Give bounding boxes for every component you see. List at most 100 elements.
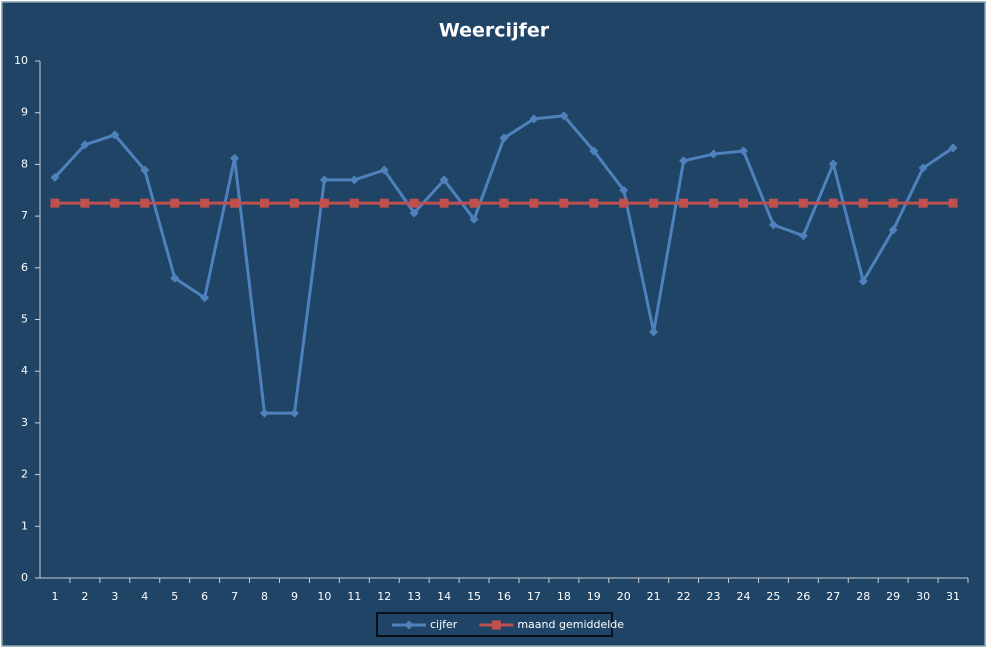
x-tick-label: 9 [291,590,298,603]
y-tick-label: 7 [21,209,28,222]
x-tick-label: 4 [141,590,148,603]
data-point [319,198,329,208]
data-point [439,198,449,208]
x-tick-label: 18 [557,590,571,603]
x-tick-label: 2 [81,590,88,603]
x-tick-label: 12 [377,590,391,603]
data-point [289,198,299,208]
data-point [798,231,808,241]
x-tick-label: 6 [201,590,208,603]
data-point [649,327,659,337]
data-point [709,198,719,208]
x-tick-label: 21 [647,590,661,603]
data-point [110,130,120,140]
data-point [379,198,389,208]
data-point [409,208,419,218]
data-point [649,198,659,208]
data-point [798,198,808,208]
data-point [349,175,359,185]
data-point [170,273,180,283]
x-tick-label: 11 [347,590,361,603]
y-tick-label: 1 [21,519,28,532]
x-tick-label: 23 [707,590,721,603]
data-point [828,198,838,208]
data-point [948,198,958,208]
data-point [499,198,509,208]
x-tick-label: 7 [231,590,238,603]
data-point [50,198,60,208]
x-tick-label: 10 [317,590,331,603]
y-tick-label: 2 [21,468,28,481]
data-point [828,159,838,169]
data-point [499,133,509,143]
data-point [170,198,180,208]
legend-label: maand gemiddelde [517,618,624,631]
data-point [948,143,958,153]
data-point [679,156,689,166]
x-tick-label: 13 [407,590,421,603]
data-point [200,198,210,208]
data-point [709,149,719,159]
chart-title: Weercijfer [439,20,550,42]
x-tick-label: 28 [856,590,870,603]
x-tick-label: 25 [766,590,780,603]
data-point [379,165,389,175]
data-point [738,198,748,208]
y-tick-label: 5 [21,313,28,326]
y-tick-label: 9 [21,106,28,119]
x-tick-label: 14 [437,590,451,603]
x-tick-label: 16 [497,590,511,603]
data-point [260,408,270,418]
y-tick-label: 6 [21,261,28,274]
data-point [888,225,898,235]
legend-label: cijfer [430,618,458,631]
data-point [230,153,240,163]
data-point [918,163,928,173]
x-tick-label: 15 [467,590,481,603]
data-point [319,175,329,185]
x-tick-label: 1 [51,590,58,603]
x-tick-label: 19 [587,590,601,603]
data-point [888,198,898,208]
x-tick-label: 3 [111,590,118,603]
data-point [529,114,539,124]
legend: cijfer maand gemiddelde [376,612,624,637]
data-point [469,198,479,208]
data-point [858,198,868,208]
y-tick-label: 3 [21,416,28,429]
data-point [469,214,479,224]
legend-marker [491,620,501,630]
data-point [768,220,778,230]
data-point [230,198,240,208]
y-tick-label: 4 [21,364,28,377]
data-point [80,140,90,150]
x-tick-label: 26 [796,590,810,603]
data-point [529,198,539,208]
data-point [260,198,270,208]
data-point [768,198,778,208]
x-tick-label: 17 [527,590,541,603]
data-point [858,276,868,286]
x-tick-label: 8 [261,590,268,603]
data-point [589,198,599,208]
data-point [589,146,599,156]
data-point [619,185,629,195]
data-point [439,175,449,185]
data-point [349,198,359,208]
data-point [200,293,210,303]
data-point [110,198,120,208]
x-tick-label: 20 [617,590,631,603]
data-point [619,198,629,208]
legend-box [376,612,613,637]
x-tick-label: 29 [886,590,900,603]
x-tick-label: 5 [171,590,178,603]
y-tick-label: 10 [14,54,28,67]
x-tick-label: 30 [916,590,930,603]
data-point [50,172,60,182]
data-point [80,198,90,208]
data-point [559,111,569,121]
y-tick-label: 0 [21,571,28,584]
x-tick-label: 24 [736,590,750,603]
